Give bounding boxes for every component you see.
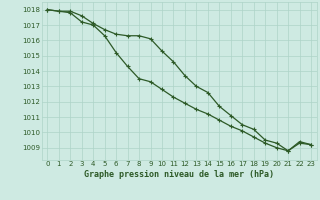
X-axis label: Graphe pression niveau de la mer (hPa): Graphe pression niveau de la mer (hPa) xyxy=(84,170,274,179)
